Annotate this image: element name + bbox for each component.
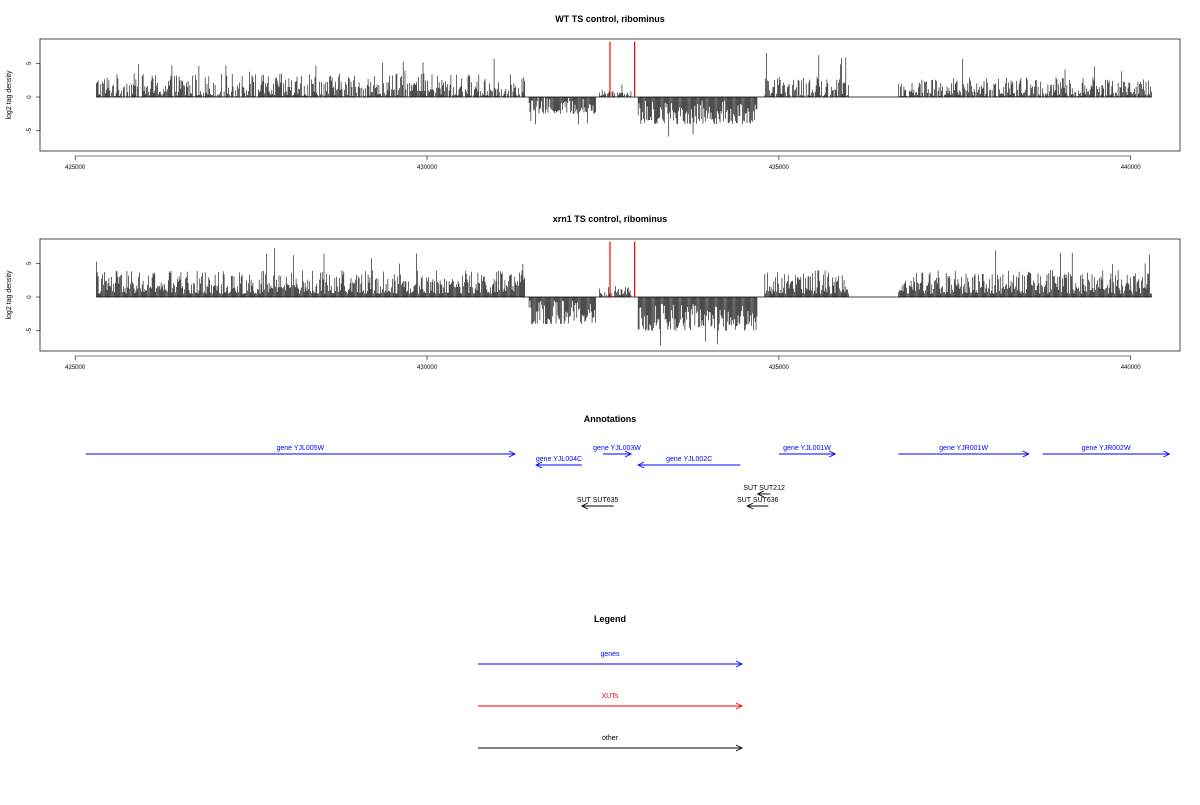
- x-tick-label: 425000: [65, 165, 86, 171]
- legend-title: Legend: [594, 614, 626, 624]
- y-axis-label: log2 tag density: [6, 70, 13, 120]
- x-tick-label: 440000: [1121, 365, 1142, 371]
- legend-item: XUTs: [478, 693, 744, 710]
- density-bar-group: [764, 270, 849, 298]
- feature-arrow-head: [735, 702, 744, 710]
- y-tick-label: -5: [27, 127, 33, 133]
- legend-label: other: [602, 735, 619, 742]
- density-bar-group: [96, 247, 525, 298]
- density-bar-group: [637, 297, 758, 346]
- axes: 5 0 -5 425000 430000 435000 440000: [27, 261, 1141, 371]
- annotation-feature: gene YJL002C: [637, 456, 741, 469]
- legend-label: genes: [600, 651, 620, 658]
- annotation-label: gene YJL001W: [783, 445, 831, 452]
- y-axis-label: log2 tag density: [6, 270, 13, 320]
- legend-panel: Legend genes XUTs other: [478, 614, 744, 752]
- feature-arrow-head: [1163, 450, 1171, 458]
- density-bar-group: [96, 58, 525, 98]
- legend-item: other: [478, 735, 744, 752]
- density-bar-group: [898, 250, 1152, 298]
- x-tick-label: 430000: [417, 365, 438, 371]
- feature-arrow-head: [756, 490, 764, 498]
- feature-arrow-head: [637, 461, 645, 469]
- density-bars: [96, 41, 1152, 137]
- legend-items: genes XUTs other: [478, 651, 744, 752]
- feature-arrow-head: [735, 744, 744, 752]
- annotation-feature: SUT SUT212: [743, 485, 785, 498]
- annotation-feature: gene YJL005W: [85, 445, 517, 458]
- wt-density-panel: WT TS control, ribominus log2 tag densit…: [6, 14, 1181, 171]
- annotation-label: gene YJL004C: [536, 456, 582, 463]
- annotation-features: gene YJL005W gene YJL004C gene YJL003W gene…: [85, 445, 1171, 510]
- annotation-label: gene YJL002C: [666, 456, 712, 463]
- annotation-label: SUT SUT636: [737, 497, 779, 504]
- panel-title: WT TS control, ribominus: [555, 14, 665, 24]
- y-tick-label: -5: [27, 327, 33, 333]
- x-tick-label: 440000: [1121, 165, 1142, 171]
- annotation-label: SUT SUT212: [743, 485, 785, 492]
- annotation-feature: SUT SUT636: [737, 497, 779, 510]
- density-bars: [96, 241, 1152, 346]
- x-tick-label: 425000: [65, 365, 86, 371]
- annotation-feature: gene YJL001W: [778, 445, 837, 458]
- annotation-label: gene YJL003W: [593, 445, 641, 452]
- annotation-feature: SUT SUT635: [577, 497, 619, 510]
- y-tick-label: 5: [27, 261, 33, 265]
- density-bar-group: [528, 297, 596, 325]
- legend-item: genes: [478, 651, 744, 668]
- annotation-feature: gene YJL004C: [535, 456, 582, 469]
- annotation-feature: gene YJR002W: [1042, 445, 1171, 458]
- density-bar-group: [637, 97, 758, 137]
- feature-arrow-head: [580, 502, 589, 510]
- y-tick-label: 0: [27, 95, 33, 99]
- density-bar-group: [528, 97, 596, 125]
- legend-label: XUTs: [602, 693, 619, 700]
- annotation-feature: gene YJL003W: [593, 445, 641, 458]
- density-bar-group: [898, 59, 1152, 98]
- density-bar-group: [599, 84, 632, 98]
- annotations-title: Annotations: [584, 414, 637, 424]
- feature-arrow-head: [535, 461, 543, 469]
- x-tick-label: 435000: [769, 165, 790, 171]
- feature-arrow-head: [624, 450, 633, 458]
- density-bar-group: [599, 286, 632, 298]
- feature-arrow-head: [746, 502, 754, 510]
- feature-arrow-head: [828, 450, 837, 458]
- axes: 5 0 -5 425000 430000 435000 440000: [27, 61, 1141, 171]
- panel-title: xrn1 TS control, ribominus: [553, 214, 668, 224]
- annotation-label: SUT SUT635: [577, 497, 619, 504]
- y-tick-label: 0: [27, 295, 33, 299]
- annotation-label: gene YJL005W: [276, 445, 324, 452]
- annotation-label: gene YJR002W: [1082, 445, 1131, 452]
- feature-arrow-head: [1022, 450, 1030, 458]
- x-tick-label: 435000: [769, 365, 790, 371]
- x-tick-label: 430000: [417, 165, 438, 171]
- feature-arrow-head: [735, 660, 744, 668]
- xrn1-density-panel: xrn1 TS control, ribominus log2 tag dens…: [6, 214, 1181, 371]
- annotation-label: gene YJR001W: [939, 445, 988, 452]
- y-tick-label: 5: [27, 61, 33, 65]
- annotation-feature: gene YJR001W: [898, 445, 1030, 458]
- density-bar-group: [764, 52, 849, 98]
- feature-arrow-head: [508, 450, 517, 458]
